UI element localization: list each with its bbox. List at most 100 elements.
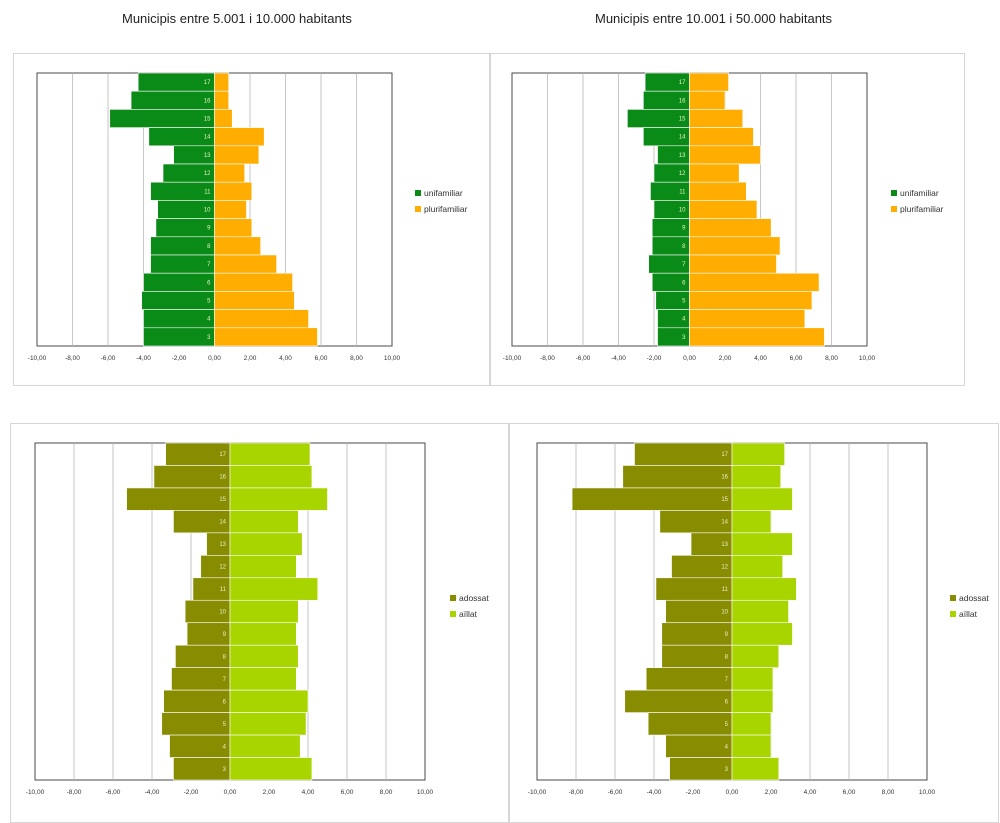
x-tick-label: 4,00 bbox=[804, 789, 817, 796]
bar-aïllat-5 bbox=[731, 712, 772, 736]
x-tick-label: 4,00 bbox=[302, 789, 315, 796]
x-tick-label: 2,00 bbox=[719, 355, 732, 362]
x-tick-label: 0,00 bbox=[726, 789, 739, 796]
category-label: 5 bbox=[207, 299, 211, 305]
category-label: 15 bbox=[219, 497, 226, 503]
legend-swatch-adossat bbox=[450, 595, 456, 601]
category-label: 17 bbox=[204, 80, 211, 86]
bar-adossat-7 bbox=[645, 667, 733, 691]
category-label: 12 bbox=[219, 565, 226, 571]
category-label: 7 bbox=[223, 677, 227, 683]
category-label: 8 bbox=[223, 654, 227, 660]
legend-swatch-plurifamiliar bbox=[415, 206, 421, 212]
x-tick-label: -6,00 bbox=[106, 789, 121, 796]
category-label: 14 bbox=[679, 135, 686, 141]
legend-label-adossat: adossat bbox=[959, 593, 989, 603]
category-label: 9 bbox=[207, 226, 211, 232]
category-label: 10 bbox=[219, 610, 226, 616]
bar-aïllat-11 bbox=[731, 577, 797, 601]
category-label: 7 bbox=[725, 677, 729, 683]
x-tick-label: 10,00 bbox=[919, 789, 936, 796]
category-label: 4 bbox=[207, 317, 211, 323]
legend-swatch-unifamiliar bbox=[415, 190, 421, 196]
x-tick-label: -2,00 bbox=[184, 789, 199, 796]
x-tick-label: -10,00 bbox=[28, 355, 47, 362]
x-tick-label: 10,00 bbox=[384, 355, 401, 362]
panel-frame-top-right bbox=[489, 53, 965, 386]
panel-frame-top-left bbox=[13, 53, 491, 386]
legend-swatch-aïllat bbox=[450, 611, 456, 617]
legend-label-aïllat: aïllat bbox=[459, 609, 478, 619]
category-label: 9 bbox=[682, 226, 686, 232]
x-tick-label: 6,00 bbox=[341, 789, 354, 796]
category-label: 9 bbox=[725, 632, 729, 638]
bar-aïllat-14 bbox=[731, 510, 772, 534]
x-tick-label: -10,00 bbox=[26, 789, 45, 796]
category-label: 3 bbox=[207, 335, 211, 341]
title-right: Municipis entre 10.001 i 50.000 habitant… bbox=[595, 11, 833, 26]
bar-adossat-9 bbox=[661, 622, 733, 646]
bar-aïllat-7 bbox=[731, 667, 774, 691]
category-label: 4 bbox=[725, 744, 729, 750]
x-tick-label: 10,00 bbox=[417, 789, 434, 796]
x-tick-label: -6,00 bbox=[101, 355, 116, 362]
bar-aïllat-3 bbox=[229, 757, 313, 781]
category-label: 13 bbox=[219, 542, 226, 548]
x-tick-label: 6,00 bbox=[843, 789, 856, 796]
category-label: 8 bbox=[207, 244, 211, 250]
category-label: 3 bbox=[223, 767, 227, 773]
bar-adossat-4 bbox=[665, 734, 733, 758]
category-label: 12 bbox=[204, 171, 211, 177]
x-tick-label: -10,00 bbox=[528, 789, 547, 796]
category-label: 17 bbox=[219, 452, 226, 458]
category-label: 15 bbox=[204, 117, 211, 123]
category-label: 7 bbox=[682, 262, 686, 268]
bar-plurifamiliar-3 bbox=[689, 327, 825, 347]
x-tick-label: 0,00 bbox=[224, 789, 237, 796]
x-tick-label: 0,00 bbox=[208, 355, 221, 362]
category-label: 17 bbox=[721, 452, 728, 458]
legend-swatch-adossat bbox=[950, 595, 956, 601]
legend-label-plurifamiliar: plurifamiliar bbox=[424, 204, 468, 214]
x-tick-label: -10,00 bbox=[503, 355, 522, 362]
category-label: 7 bbox=[207, 262, 211, 268]
x-tick-label: -2,00 bbox=[172, 355, 187, 362]
x-tick-label: -4,00 bbox=[145, 789, 160, 796]
category-label: 8 bbox=[725, 654, 729, 660]
category-label: 16 bbox=[204, 98, 211, 104]
x-tick-label: -6,00 bbox=[608, 789, 623, 796]
legend-swatch-plurifamiliar bbox=[891, 206, 897, 212]
category-label: 12 bbox=[721, 565, 728, 571]
bar-aïllat-6 bbox=[731, 689, 774, 713]
x-tick-label: -8,00 bbox=[65, 355, 80, 362]
x-tick-label: 6,00 bbox=[790, 355, 803, 362]
legend-label-adossat: adossat bbox=[459, 593, 489, 603]
bar-adossat-15 bbox=[571, 487, 733, 511]
category-label: 9 bbox=[223, 632, 227, 638]
x-tick-label: -2,00 bbox=[647, 355, 662, 362]
category-label: 6 bbox=[223, 699, 227, 705]
legend-label-unifamiliar: unifamiliar bbox=[424, 188, 463, 198]
category-label: 11 bbox=[679, 189, 686, 195]
category-label: 5 bbox=[682, 299, 686, 305]
x-tick-label: 6,00 bbox=[315, 355, 328, 362]
category-label: 3 bbox=[682, 335, 686, 341]
bar-aïllat-13 bbox=[731, 532, 793, 556]
category-label: 6 bbox=[682, 280, 686, 286]
x-tick-label: 4,00 bbox=[279, 355, 292, 362]
x-tick-label: -2,00 bbox=[686, 789, 701, 796]
category-label: 16 bbox=[219, 475, 226, 481]
category-label: 15 bbox=[721, 497, 728, 503]
category-label: 8 bbox=[682, 244, 686, 250]
title-left: Municipis entre 5.001 i 10.000 habitants bbox=[122, 11, 352, 26]
category-label: 12 bbox=[679, 171, 686, 177]
x-tick-label: -4,00 bbox=[611, 355, 626, 362]
category-label: 6 bbox=[207, 280, 211, 286]
bar-aïllat-4 bbox=[731, 734, 772, 758]
x-tick-label: 8,00 bbox=[825, 355, 838, 362]
x-tick-label: 8,00 bbox=[350, 355, 363, 362]
category-label: 17 bbox=[679, 80, 686, 86]
